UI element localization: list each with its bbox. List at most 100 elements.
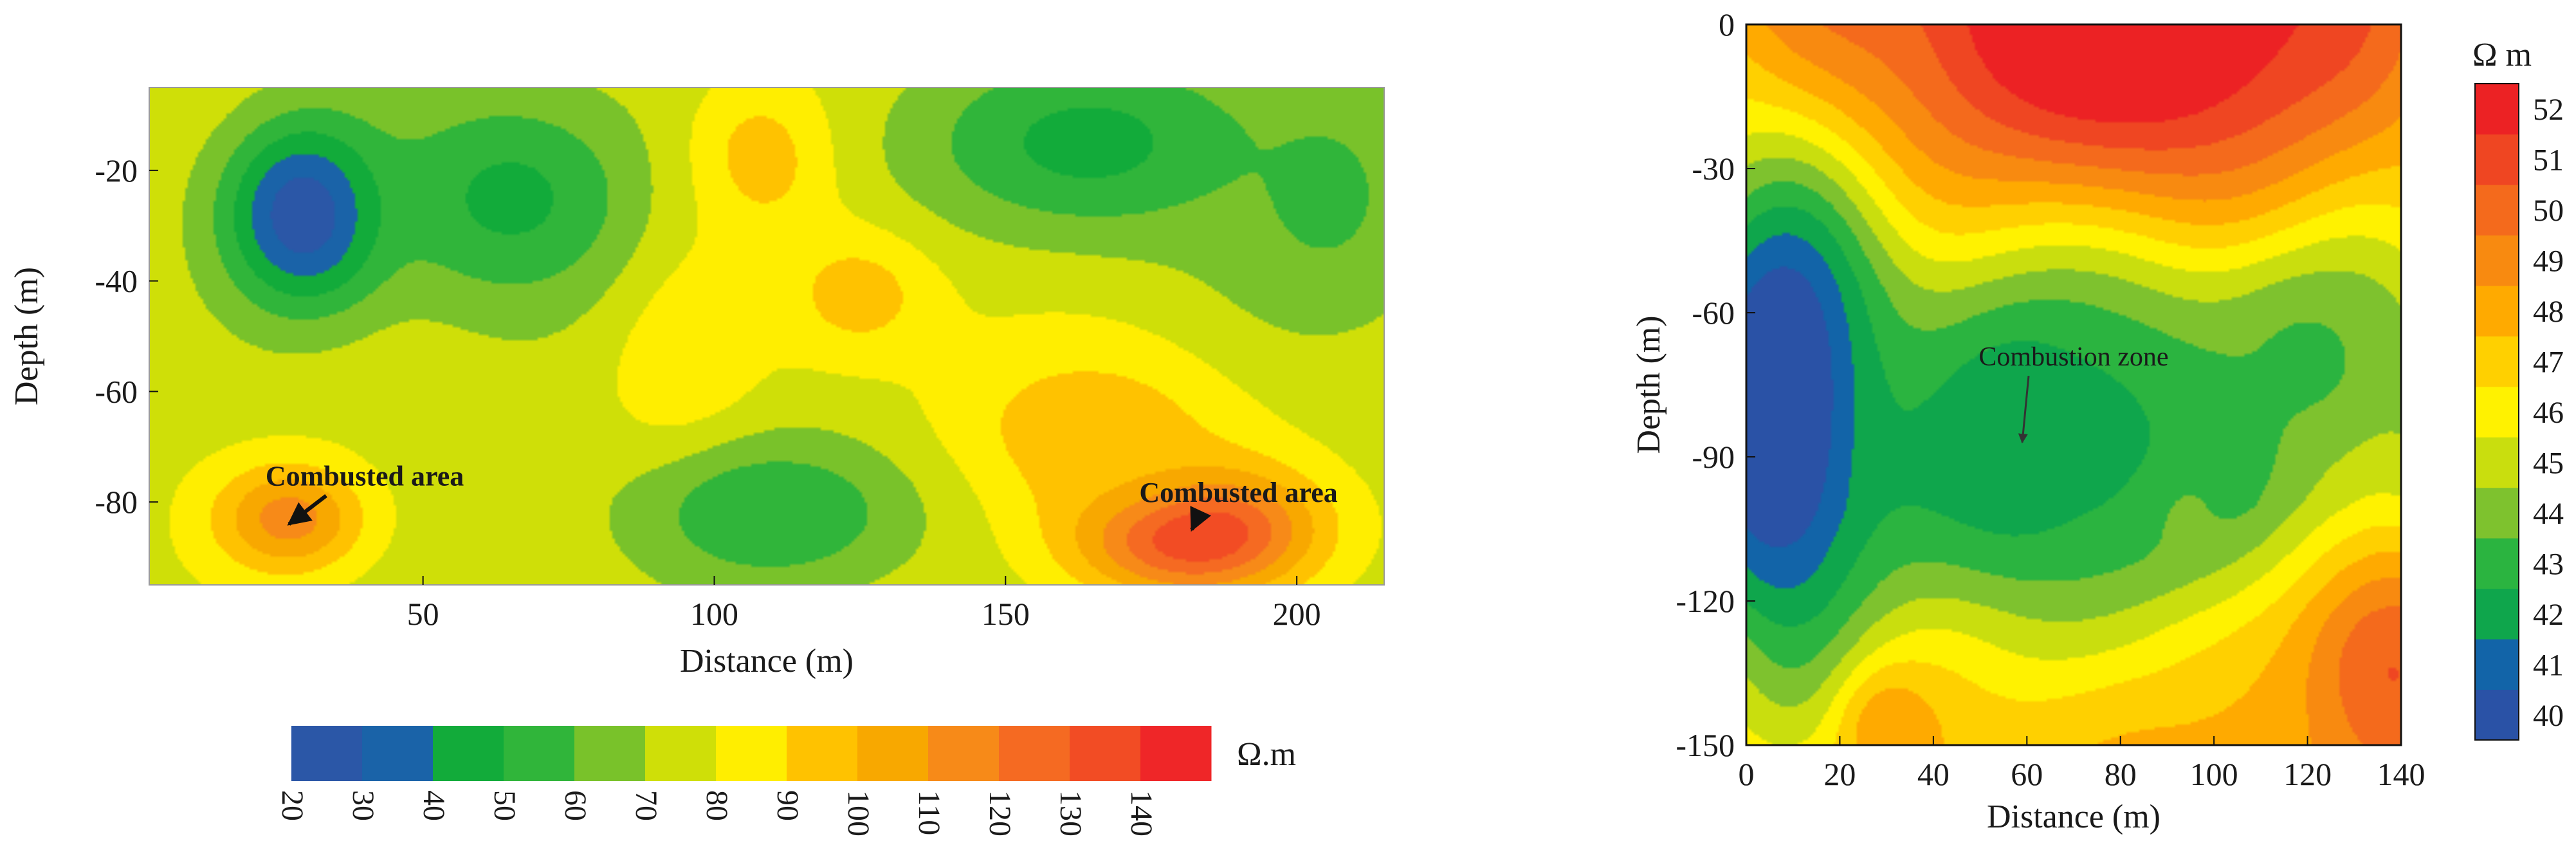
colorbar-tick-label: 140 (1124, 790, 1158, 836)
colorbar-tick-label: 50 (488, 790, 522, 821)
annotation-label: Combustion zone (1978, 342, 2168, 372)
colorbar-tick-label: 46 (2533, 396, 2564, 430)
left-x-axis-label: Distance (m) (680, 643, 854, 679)
colorbar-tick-label: 110 (912, 790, 946, 835)
annotation-label: Combusted area (266, 460, 464, 492)
left-y-axis-label: Depth (m) (8, 267, 45, 405)
y-tick-label: -40 (95, 263, 138, 299)
colorbar-swatch (2475, 588, 2519, 640)
annotation-arrow (287, 494, 327, 526)
annotation-label: Combusted area (1139, 477, 1337, 508)
colorbar-tick-label: 51 (2533, 143, 2564, 178)
colorbar-swatch (433, 726, 504, 781)
right-colorbar: 40 41 42 43 44 45 46 47 48 49 50 51 52 (2474, 83, 2564, 741)
right-resistivity-field (1746, 24, 2401, 745)
x-tick-label: 200 (1273, 596, 1321, 632)
colorbar-tick-label: 90 (771, 790, 805, 821)
colorbar-swatch (999, 726, 1070, 781)
colorbar-tick-label: 60 (558, 790, 592, 821)
colorbar-tick-label: 49 (2533, 245, 2564, 279)
x-tick-label: 60 (2011, 756, 2043, 792)
colorbar-border (2474, 83, 2519, 741)
y-tick-label: -120 (1676, 583, 1735, 619)
right-y-axis: 0 -30 -60 -90 -120 -150 (1676, 6, 1755, 763)
right-y-axis-label: Depth (m) (1631, 315, 1667, 454)
colorbar-swatch (2475, 437, 2519, 488)
colorbar-swatch (574, 726, 646, 781)
annotation-arrow (1190, 506, 1212, 532)
colorbar-tick-label: 80 (700, 790, 734, 821)
left-x-axis: 50 100 150 200 (407, 576, 1321, 632)
colorbar-swatch (716, 726, 787, 781)
colorbar-swatch (1070, 726, 1141, 781)
y-tick-label: -20 (95, 152, 138, 189)
left-colorbar: 20 30 40 50 60 70 80 90 100 110 120 130 140 (275, 726, 1212, 836)
x-tick-label: 80 (2105, 756, 2137, 792)
x-tick-label: 50 (407, 596, 439, 632)
left-annotations: Combusted area Combusted area (266, 460, 1338, 532)
colorbar-swatch (2475, 235, 2519, 286)
colorbar-tick-label: 50 (2533, 194, 2564, 228)
colorbar-tick-label: 30 (346, 790, 380, 821)
colorbar-swatch (857, 726, 929, 781)
left-plot-frame (149, 87, 1385, 586)
left-resistivity-field (149, 88, 1384, 585)
y-tick-label: -30 (1692, 151, 1735, 187)
colorbar-swatch (645, 726, 717, 781)
colorbar-swatch (2475, 487, 2519, 539)
right-contour-chart: 0 20 40 60 80 100 120 140 0 -30 -60 -90 -120 -150 Di… (1631, 6, 2564, 835)
colorbar-tick-label: 45 (2533, 446, 2564, 480)
colorbar-tick-label: 48 (2533, 295, 2564, 329)
colorbar-tick-label: 41 (2533, 648, 2564, 682)
colorbar-swatch (291, 726, 363, 781)
x-tick-label: 100 (2190, 756, 2238, 792)
colorbar-swatch (362, 726, 434, 781)
colorbar-tick-label: 100 (841, 790, 875, 836)
y-tick-label: -90 (1692, 439, 1735, 475)
colorbar-tick-label: 70 (629, 790, 663, 821)
y-tick-label: -80 (95, 484, 138, 520)
y-tick-label: -150 (1676, 727, 1735, 763)
colorbar-tick-label: 43 (2533, 547, 2564, 581)
colorbar-swatch (2475, 134, 2519, 185)
colorbar-swatch (1140, 726, 1212, 781)
colorbar-tick-label: 20 (275, 790, 309, 821)
colorbar-swatch (2475, 386, 2519, 438)
colorbar-swatch (2475, 538, 2519, 589)
x-tick-label: 140 (2377, 756, 2425, 792)
y-tick-label: -60 (95, 373, 138, 409)
colorbar-swatch (504, 726, 575, 781)
x-tick-label: 40 (1917, 756, 1950, 792)
colorbar-tick-label: 120 (983, 790, 1017, 836)
left-colorbar-unit: Ω.m (1237, 736, 1296, 773)
x-tick-label: 100 (690, 596, 738, 632)
left-contour-chart: 50 100 150 200 -20 -40 -60 -80 Distance (m) De… (8, 87, 1385, 836)
right-x-axis-label: Distance (m) (1987, 799, 2160, 835)
colorbar-swatch (2475, 639, 2519, 690)
right-x-axis: 0 20 40 60 80 100 120 140 (1739, 736, 2425, 792)
y-tick-label: -60 (1692, 295, 1735, 331)
colorbar-swatch (2475, 689, 2519, 741)
colorbar-swatch (928, 726, 1000, 781)
colorbar-tick-label: 42 (2533, 598, 2564, 632)
colorbar-tick-label: 44 (2533, 497, 2564, 531)
left-y-axis: -20 -40 -60 -80 (95, 152, 158, 520)
right-colorbar-unit: Ω m (2472, 37, 2532, 73)
colorbar-tick-label: 40 (417, 790, 451, 821)
colorbar-swatch (787, 726, 858, 781)
x-tick-label: 150 (982, 596, 1030, 632)
x-tick-label: 0 (1739, 756, 1755, 792)
colorbar-tick-label: 52 (2533, 93, 2564, 127)
colorbar-swatch (2475, 84, 2519, 134)
colorbar-tick-label: 40 (2533, 699, 2564, 733)
y-tick-label: 0 (1719, 6, 1735, 42)
annotation-arrow (2018, 375, 2030, 444)
x-tick-label: 20 (1823, 756, 1856, 792)
colorbar-swatch (2475, 184, 2519, 236)
colorbar-tick-label: 130 (1054, 790, 1088, 836)
colorbar-tick-label: 47 (2533, 346, 2564, 380)
colorbar-swatch (2475, 336, 2519, 387)
colorbar-swatch (2475, 285, 2519, 337)
right-plot-frame (1745, 23, 2402, 746)
